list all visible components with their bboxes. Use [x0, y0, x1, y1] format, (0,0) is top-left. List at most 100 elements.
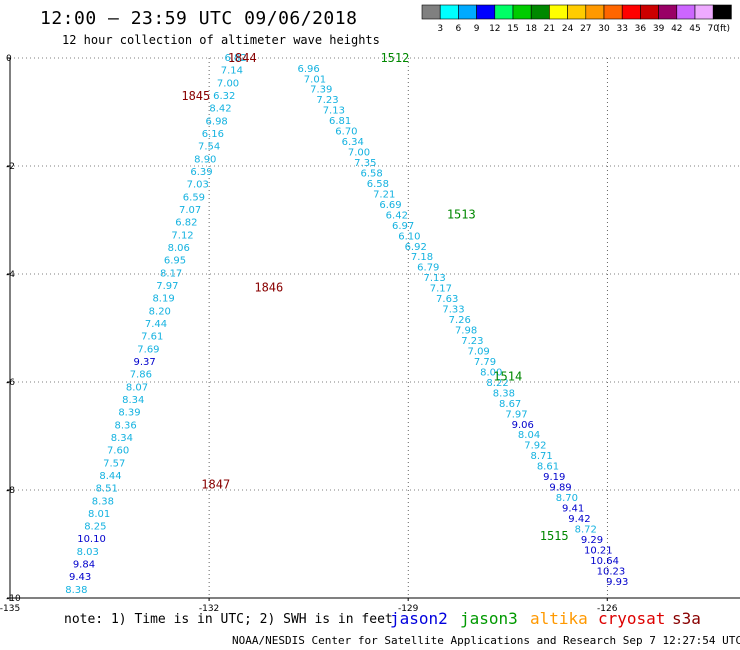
colorbar-tick-label: 70	[707, 24, 719, 34]
colorbar-tick-label: 24	[562, 24, 574, 34]
swh-value: 6.10	[398, 231, 420, 242]
swh-value: 7.09	[468, 346, 490, 357]
swh-value: 7.18	[411, 252, 433, 263]
swh-value: 6.59	[183, 192, 205, 203]
swh-value: 9.89	[549, 483, 571, 494]
swh-value: 8.25	[84, 522, 106, 533]
swh-value: 7.03	[187, 180, 209, 191]
colorbar-tick-label: 18	[525, 24, 537, 34]
colorbar-tick-label: 42	[671, 24, 682, 34]
y-tick-label: -8	[6, 486, 15, 496]
swh-value: 6.97	[392, 221, 414, 232]
swh-value: 7.17	[430, 284, 452, 295]
swh-value: 8.61	[537, 462, 559, 473]
swh-value: 7.23	[461, 336, 483, 347]
swh-value: 8.70	[556, 493, 578, 504]
colorbar-legend: 3 6 9 12 15 18 21 24 27 30 33 36 39 42 45 70(ft)	[421, 4, 732, 34]
swh-value: 8.71	[531, 451, 553, 462]
swh-value: 8.67	[499, 399, 521, 410]
colorbar-tick-label: 6	[456, 24, 462, 34]
swh-value: 7.98	[455, 326, 477, 337]
swh-value: 7.69	[137, 344, 159, 355]
swh-value: 9.43	[69, 572, 91, 583]
swh-value: 7.61	[141, 332, 163, 343]
pass-time-label: 1513	[447, 208, 476, 222]
colorbar-unit: (ft)	[716, 24, 730, 34]
swh-value: 9.41	[562, 504, 584, 515]
swh-value: 8.36	[115, 420, 137, 431]
swh-value: 7.60	[107, 446, 129, 457]
y-tick-label: -6	[6, 378, 15, 388]
swh-value: 6.39	[190, 167, 212, 178]
swh-value: 8.19	[152, 294, 174, 305]
swh-value: 6.92	[405, 242, 427, 253]
swh-value: 7.57	[103, 458, 125, 469]
swh-value: 8.90	[194, 154, 216, 165]
swh-value: 7.00	[348, 148, 370, 159]
swh-value: 7.54	[198, 142, 220, 153]
swh-value: 7.21	[373, 189, 395, 200]
swh-value: 8.34	[111, 433, 133, 444]
swh-value: 6.98	[206, 116, 228, 127]
swh-value: 7.97	[156, 281, 178, 292]
swh-value: 7.12	[171, 230, 193, 241]
swh-value: 9.84	[73, 560, 95, 571]
pass-time-label: 1846	[254, 281, 283, 295]
swh-value: 9.93	[606, 577, 628, 588]
swh-value: 7.33	[442, 305, 464, 316]
altimeter-plot: -135-132-129-126-123-1200-2-4-6-8-106.82…	[0, 51, 740, 614]
swh-value: 7.13	[323, 106, 345, 117]
swh-value: 6.42	[386, 210, 408, 221]
swh-value: 8.39	[118, 408, 140, 419]
swh-value: 6.34	[342, 137, 364, 148]
swh-value: 8.51	[96, 484, 118, 495]
swh-value: 8.03	[77, 547, 99, 558]
swh-value: 6.32	[213, 91, 235, 102]
swh-value: 7.97	[505, 409, 527, 420]
page-title: 12:00 – 23:59 UTC 09/06/2018	[40, 8, 358, 29]
swh-value: 7.86	[130, 370, 152, 381]
swh-value: 6.96	[298, 64, 320, 75]
swh-value: 6.81	[329, 116, 351, 127]
swh-value: 10.23	[597, 566, 626, 577]
swh-value: 8.72	[575, 524, 597, 535]
swh-value: 7.44	[145, 319, 167, 330]
footnote: note: 1) Time is in UTC; 2) SWH is in fe…	[64, 612, 393, 627]
pass-time-label: 1844	[228, 51, 257, 65]
x-tick-label: -132	[199, 604, 219, 614]
x-tick-label: -129	[398, 604, 419, 614]
page-subtitle: 12 hour collection of altimeter wave hei…	[62, 33, 380, 47]
pass-time-label: 1515	[540, 529, 569, 543]
colorbar-tick-label: 12	[489, 24, 500, 34]
swh-value: 7.26	[449, 315, 471, 326]
swh-value: 8.38	[92, 496, 114, 507]
swh-value: 8.42	[209, 104, 231, 115]
swh-value: 9.29	[581, 535, 603, 546]
swh-value: 8.22	[486, 378, 508, 389]
swh-value: 8.38	[493, 388, 515, 399]
y-tick-label: -10	[6, 594, 21, 604]
colorbar-tick-label: 15	[507, 24, 518, 34]
swh-value: 8.06	[168, 243, 190, 254]
swh-value: 6.82	[175, 218, 197, 229]
swh-value: 7.39	[310, 85, 332, 96]
x-tick-label: -135	[0, 604, 20, 614]
swh-value: 7.13	[423, 273, 445, 284]
swh-value: 6.58	[360, 168, 382, 179]
swh-value: 10.10	[77, 534, 106, 545]
credit-line: NOAA/NESDIS Center for Satellite Applica…	[232, 634, 740, 647]
swh-value: 9.19	[543, 472, 565, 483]
pass-time-label: 1514	[493, 370, 522, 384]
swh-value: 6.16	[202, 129, 224, 140]
swh-value: 10.21	[584, 545, 613, 556]
pass-time-label: 1512	[380, 51, 409, 65]
colorbar-tick-label: 33	[616, 24, 627, 34]
satellite-legend-altika: altika	[530, 609, 588, 628]
swh-value: 7.01	[304, 74, 326, 85]
swh-value: 10.64	[590, 556, 619, 567]
colorbar-tick-label: 45	[689, 24, 700, 34]
satellite-legend-cryosat: cryosat	[598, 609, 666, 628]
satellite-legend-jason2: jason2	[390, 609, 448, 628]
colorbar-tick-label: 9	[474, 24, 480, 34]
swh-value: 8.44	[99, 471, 121, 482]
